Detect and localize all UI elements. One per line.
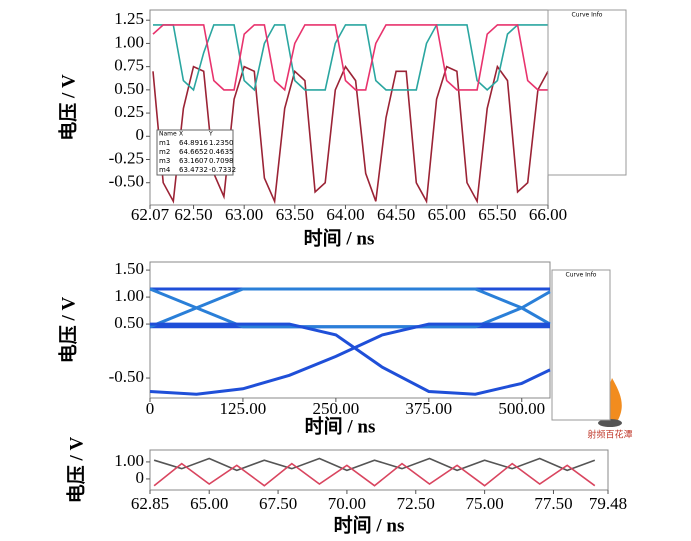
marker-cell: m3 <box>159 157 170 165</box>
x-tick-label: 64.00 <box>326 205 364 224</box>
marker-cell: 64.8916 <box>179 139 208 147</box>
series-line <box>150 322 551 396</box>
x-tick-label: 62.50 <box>174 205 212 224</box>
y-axis-title: 电压 / V <box>56 296 79 363</box>
y-tick-label: -0.50 <box>109 367 144 386</box>
x-tick-label: 65.00 <box>428 205 466 224</box>
x-tick-label: 500.00 <box>498 399 545 418</box>
plot-area <box>149 261 551 399</box>
marker-cell: 63.4732 <box>179 166 208 174</box>
series-line <box>152 64 549 205</box>
marker-cell: m1 <box>159 139 170 147</box>
marker-header: Y <box>208 131 213 138</box>
x-tick-label: 75.00 <box>465 494 503 513</box>
y-tick-label: 0 <box>136 125 145 144</box>
x-axis-title: 时间 / ns <box>304 227 375 249</box>
series-line <box>149 287 551 329</box>
marker-cell: m4 <box>159 166 171 174</box>
x-tick-label: 77.50 <box>534 494 572 513</box>
series-line <box>149 287 551 329</box>
x-tick-label: 250.00 <box>312 399 359 418</box>
marker-table <box>156 129 234 176</box>
series-line <box>153 457 596 472</box>
x-tick-label: 65.50 <box>478 205 516 224</box>
y-tick-label: 0.50 <box>114 79 144 98</box>
series-line <box>153 24 548 92</box>
marker-cell: 64.6652 <box>179 148 208 156</box>
y-tick-label: 1.00 <box>114 286 144 305</box>
y-axis-title: 电压 / V <box>64 436 87 503</box>
marker-cell: 63.1607 <box>179 157 208 165</box>
y-tick-label: 1.25 <box>114 9 144 28</box>
marker-cell: 0.4635 <box>209 148 234 156</box>
x-tick-label: 65.00 <box>190 494 228 513</box>
plot-area <box>149 9 549 206</box>
marker-header: Name <box>159 131 177 138</box>
x-tick-label: 62.07 <box>131 205 170 224</box>
legend-box <box>547 9 627 176</box>
logo-base <box>598 419 622 427</box>
marker-cell: 0.7098 <box>209 157 234 165</box>
x-tick-label: 125.00 <box>220 399 267 418</box>
marker-cell: 1.2350 <box>209 139 234 147</box>
x-axis-title: 时间 / ns <box>305 415 376 437</box>
x-tick-label: 0 <box>146 399 155 418</box>
y-tick-label: 0 <box>136 468 145 487</box>
legend-title: Curve Info <box>566 272 597 279</box>
y-tick-label: -0.50 <box>109 172 144 191</box>
watermark: 射频百花潭 <box>587 429 632 441</box>
y-tick-label: 0.75 <box>114 56 144 75</box>
marker-header: X <box>179 131 183 138</box>
y-tick-label: -0.25 <box>109 148 144 167</box>
x-tick-label: 64.50 <box>377 205 415 224</box>
series-line <box>152 24 548 92</box>
x-tick-label: 70.00 <box>328 494 366 513</box>
y-tick-label: 1.00 <box>114 32 144 51</box>
plot-area <box>149 449 609 491</box>
x-tick-label: 63.50 <box>276 205 314 224</box>
x-tick-label: 72.50 <box>397 494 435 513</box>
marker-cell: m2 <box>159 148 170 156</box>
x-tick-label: 63.00 <box>225 205 263 224</box>
x-tick-label: 66.00 <box>529 205 567 224</box>
x-tick-label: 79.48 <box>589 494 627 513</box>
y-tick-label: 1.00 <box>114 451 144 470</box>
x-tick-label: 67.50 <box>259 494 297 513</box>
y-tick-label: 0.50 <box>114 313 144 332</box>
x-axis-title: 时间 / ns <box>334 514 405 536</box>
series-line <box>149 322 550 396</box>
x-tick-label: 375.00 <box>405 399 452 418</box>
x-tick-label: 62.85 <box>131 494 169 513</box>
y-tick-label: 0.25 <box>114 102 144 121</box>
series-line <box>153 462 596 487</box>
legend-title: Curve Info <box>572 12 603 19</box>
y-tick-label: 1.50 <box>114 259 144 278</box>
y-axis-title: 电压 / V <box>56 74 79 141</box>
marker-cell: -0.7332 <box>209 166 236 174</box>
legend-box <box>551 269 611 421</box>
